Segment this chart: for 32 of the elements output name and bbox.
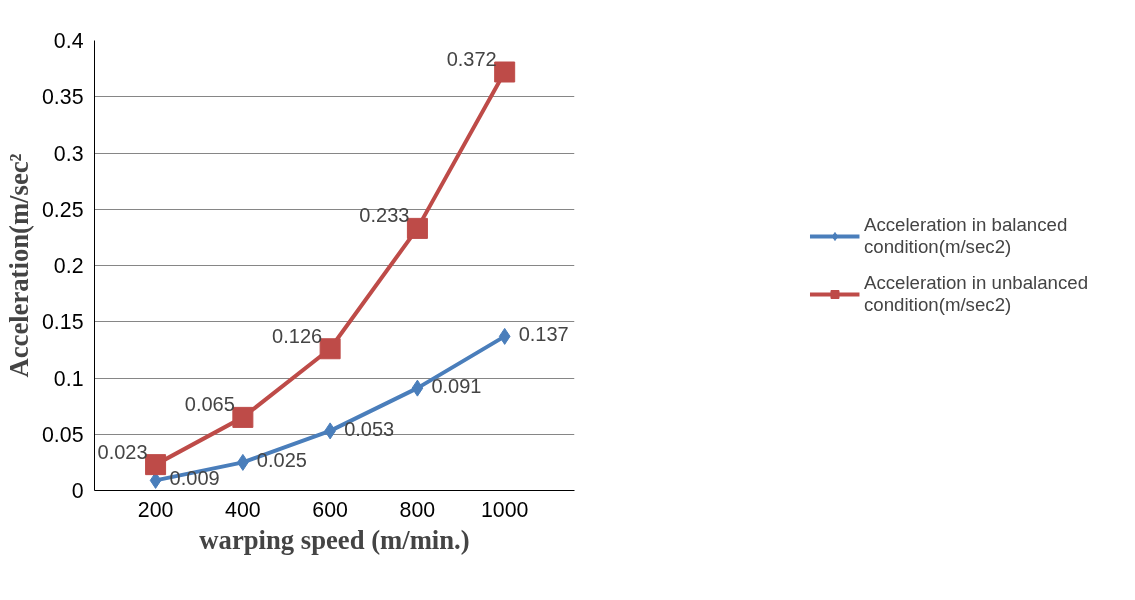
legend-label: Acceleration in balanced condition(m/sec2) — [863, 214, 1068, 258]
data-label: 0.233 — [359, 204, 410, 227]
data-label: 0.091 — [431, 375, 482, 398]
x-tick-label: 1000 — [480, 497, 529, 522]
point — [232, 406, 254, 428]
y-tick-label: 0.15 — [41, 310, 84, 335]
y-tick-label: 0.35 — [41, 85, 84, 110]
data-label: 0.126 — [272, 324, 323, 347]
data-label: 0.023 — [97, 440, 148, 463]
legend-label: Acceleration in unbalanced condition(m/sec2) — [863, 272, 1089, 316]
y-tick-label: 0.25 — [41, 197, 84, 222]
x-axis-title: warping speed (m/min.) — [199, 524, 470, 555]
y-axis-title: Acceleration(m/sec² — [3, 153, 34, 378]
data-label: 0.137 — [518, 323, 569, 346]
y-tick-label: 0.05 — [41, 422, 84, 447]
x-tick-label: 400 — [225, 497, 261, 522]
point — [494, 61, 516, 83]
x-tick-label: 600 — [312, 497, 349, 522]
y-tick-label: 0.3 — [53, 141, 84, 166]
point — [498, 327, 511, 345]
x-tick-label: 800 — [399, 497, 436, 522]
data-label: 0.009 — [169, 467, 220, 490]
data-label: 0.025 — [256, 449, 307, 472]
point — [411, 379, 424, 397]
y-tick-label: 0.1 — [53, 366, 84, 391]
point — [145, 454, 167, 476]
data-label: 0.372 — [446, 48, 497, 70]
y-tick-label: 0.2 — [53, 254, 84, 278]
y-tick-label: 0.4 — [53, 29, 84, 53]
x-tick-label: 200 — [137, 497, 174, 522]
y-tick-label: 0 — [71, 479, 84, 503]
data-label: 0.065 — [184, 393, 235, 416]
